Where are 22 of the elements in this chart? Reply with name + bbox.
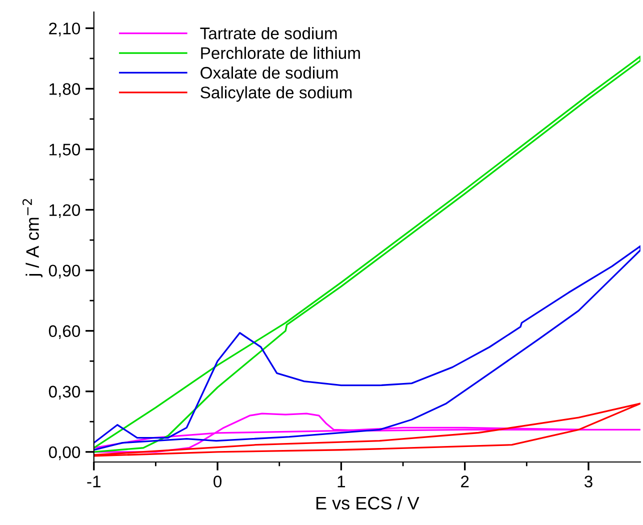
y-tick-label: 0,60 (48, 325, 80, 340)
legend-label: Tartrate de sodium (200, 27, 337, 40)
x-tick-label: 0 (214, 476, 222, 488)
legend-label: Oxalate de sodium (200, 66, 338, 79)
y-tick-label: 2,10 (49, 22, 80, 36)
y-tick-label: 1,20 (50, 204, 80, 218)
line-series (94, 402, 640, 457)
x-axis-title: E vs ECS / V (316, 496, 420, 510)
x-tick-label: 3 (584, 476, 592, 488)
y-tick-label: 0,00 (48, 446, 80, 460)
y-axis-title: j / A cm$^{−2}$ (22, 199, 43, 278)
x-tick-label: -1 (87, 476, 100, 488)
legend-label: Salicylate de sodium (200, 86, 352, 102)
y-tick-label: 0,90 (48, 264, 80, 278)
legend-label: Perchlorate de lithium (201, 46, 360, 60)
y-tick-label: 0,30 (48, 386, 80, 400)
line-series (94, 412, 640, 453)
y-tick-label: 1,50 (50, 144, 80, 158)
x-tick-label: 2 (461, 476, 469, 488)
y-tick-label: 1,80 (50, 83, 80, 97)
x-tick-label: 1 (338, 476, 346, 488)
line-series (94, 245, 640, 451)
